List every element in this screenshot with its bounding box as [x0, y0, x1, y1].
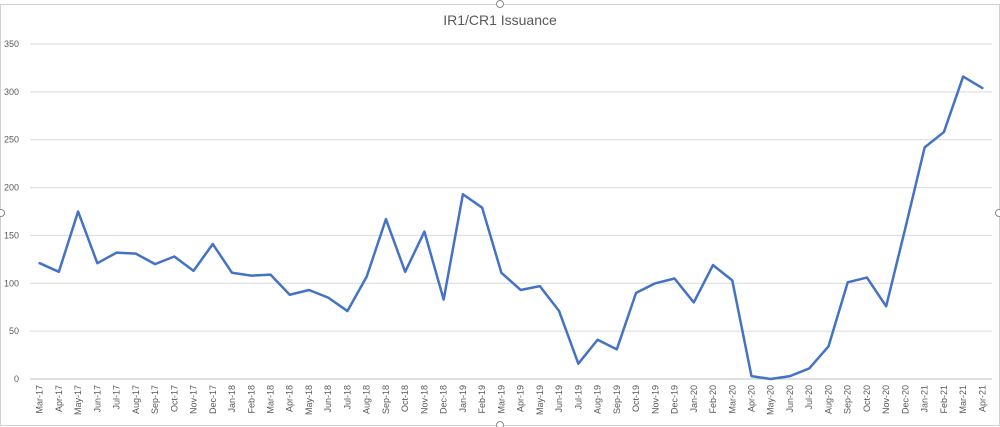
- resize-handle[interactable]: [995, 209, 1000, 217]
- series-layer: [38, 75, 984, 381]
- x-tick-label: Jun-17: [92, 385, 102, 413]
- x-tick-label: Jul-20: [804, 385, 814, 410]
- y-tick-label: 250: [4, 135, 19, 145]
- x-tick-label: Feb-18: [246, 385, 256, 414]
- x-tick-label: Apr-17: [54, 385, 64, 412]
- x-tick-label: Nov-19: [650, 385, 660, 414]
- x-tick-label: Sep-18: [381, 385, 391, 414]
- x-tick-label: Oct-19: [631, 385, 641, 412]
- x-tick-label: Mar-17: [35, 385, 45, 414]
- x-tick-label: Feb-21: [939, 385, 949, 414]
- resize-handle[interactable]: [496, 421, 504, 427]
- x-tick-label: Dec-19: [670, 385, 680, 414]
- x-tick-label: Aug-19: [593, 385, 603, 414]
- x-tick-label: May-19: [535, 385, 545, 415]
- x-tick-label: Sep-17: [150, 385, 160, 414]
- x-tick-label: Dec-18: [439, 385, 449, 414]
- gridlines: [30, 43, 992, 332]
- x-tick-label: Nov-17: [189, 385, 199, 414]
- x-tick-label: Sep-19: [612, 385, 622, 414]
- x-tick-label: Mar-21: [958, 385, 968, 414]
- y-tick-label: 100: [4, 278, 19, 288]
- chart-title: IR1/CR1 Issuance: [443, 12, 557, 28]
- y-tick-label: 0: [14, 374, 19, 384]
- x-tick-label: Oct-20: [862, 385, 872, 412]
- x-tick-label: Dec-17: [208, 385, 218, 414]
- x-tick-label: Jun-19: [554, 385, 564, 413]
- x-tick-label: Oct-18: [400, 385, 410, 412]
- x-axis: Mar-17 Apr-17 May-17 Jun-17 Jul-17 Aug-17 Sep-…: [35, 385, 988, 415]
- x-tick-label: May-18: [304, 385, 314, 415]
- x-tick-label: May-17: [73, 385, 83, 415]
- x-tick-label: Apr-21: [977, 385, 987, 412]
- x-tick-label: Aug-17: [131, 385, 141, 414]
- series-line: [38, 75, 984, 381]
- x-tick-label: Jun-20: [785, 385, 795, 413]
- x-tick-label: Jan-21: [920, 385, 930, 413]
- resize-handle[interactable]: [0, 209, 5, 217]
- x-tick-label: Jul-19: [573, 385, 583, 410]
- y-axis: 0 50 100 150 200 250 300 350: [4, 39, 992, 384]
- x-tick-label: Apr-19: [516, 385, 526, 412]
- x-tick-label: Jul-18: [342, 385, 352, 410]
- x-tick-label: Jun-18: [323, 385, 333, 413]
- x-tick-label: Feb-20: [708, 385, 718, 414]
- y-tick-label: 350: [4, 39, 19, 49]
- y-tick-label: 300: [4, 87, 19, 97]
- x-tick-label: May-20: [766, 385, 776, 415]
- x-tick-label: Aug-18: [362, 385, 372, 414]
- y-tick-label: 50: [9, 326, 19, 336]
- x-tick-label: Jul-17: [112, 385, 122, 410]
- x-tick-label: Jan-19: [458, 385, 468, 413]
- chart-frame: [0, 4, 1000, 426]
- x-tick-label: Apr-18: [285, 385, 295, 412]
- x-tick-label: Feb-19: [477, 385, 487, 414]
- x-tick-label: Sep-20: [843, 385, 853, 414]
- x-tick-label: Nov-18: [419, 385, 429, 414]
- y-tick-label: 200: [4, 183, 19, 193]
- x-tick-label: Mar-18: [266, 385, 276, 414]
- x-tick-label: Aug-20: [823, 385, 833, 414]
- x-tick-label: Jan-20: [689, 385, 699, 413]
- x-tick-label: Dec-20: [900, 385, 910, 414]
- x-tick-label: Apr-20: [747, 385, 757, 412]
- resize-handle[interactable]: [496, 0, 504, 8]
- x-tick-label: Oct-17: [169, 385, 179, 412]
- x-tick-label: Mar-19: [496, 385, 506, 414]
- x-tick-label: Nov-20: [881, 385, 891, 414]
- y-tick-label: 150: [4, 230, 19, 240]
- x-tick-label: Mar-20: [727, 385, 737, 414]
- x-tick-label: Jan-18: [227, 385, 237, 413]
